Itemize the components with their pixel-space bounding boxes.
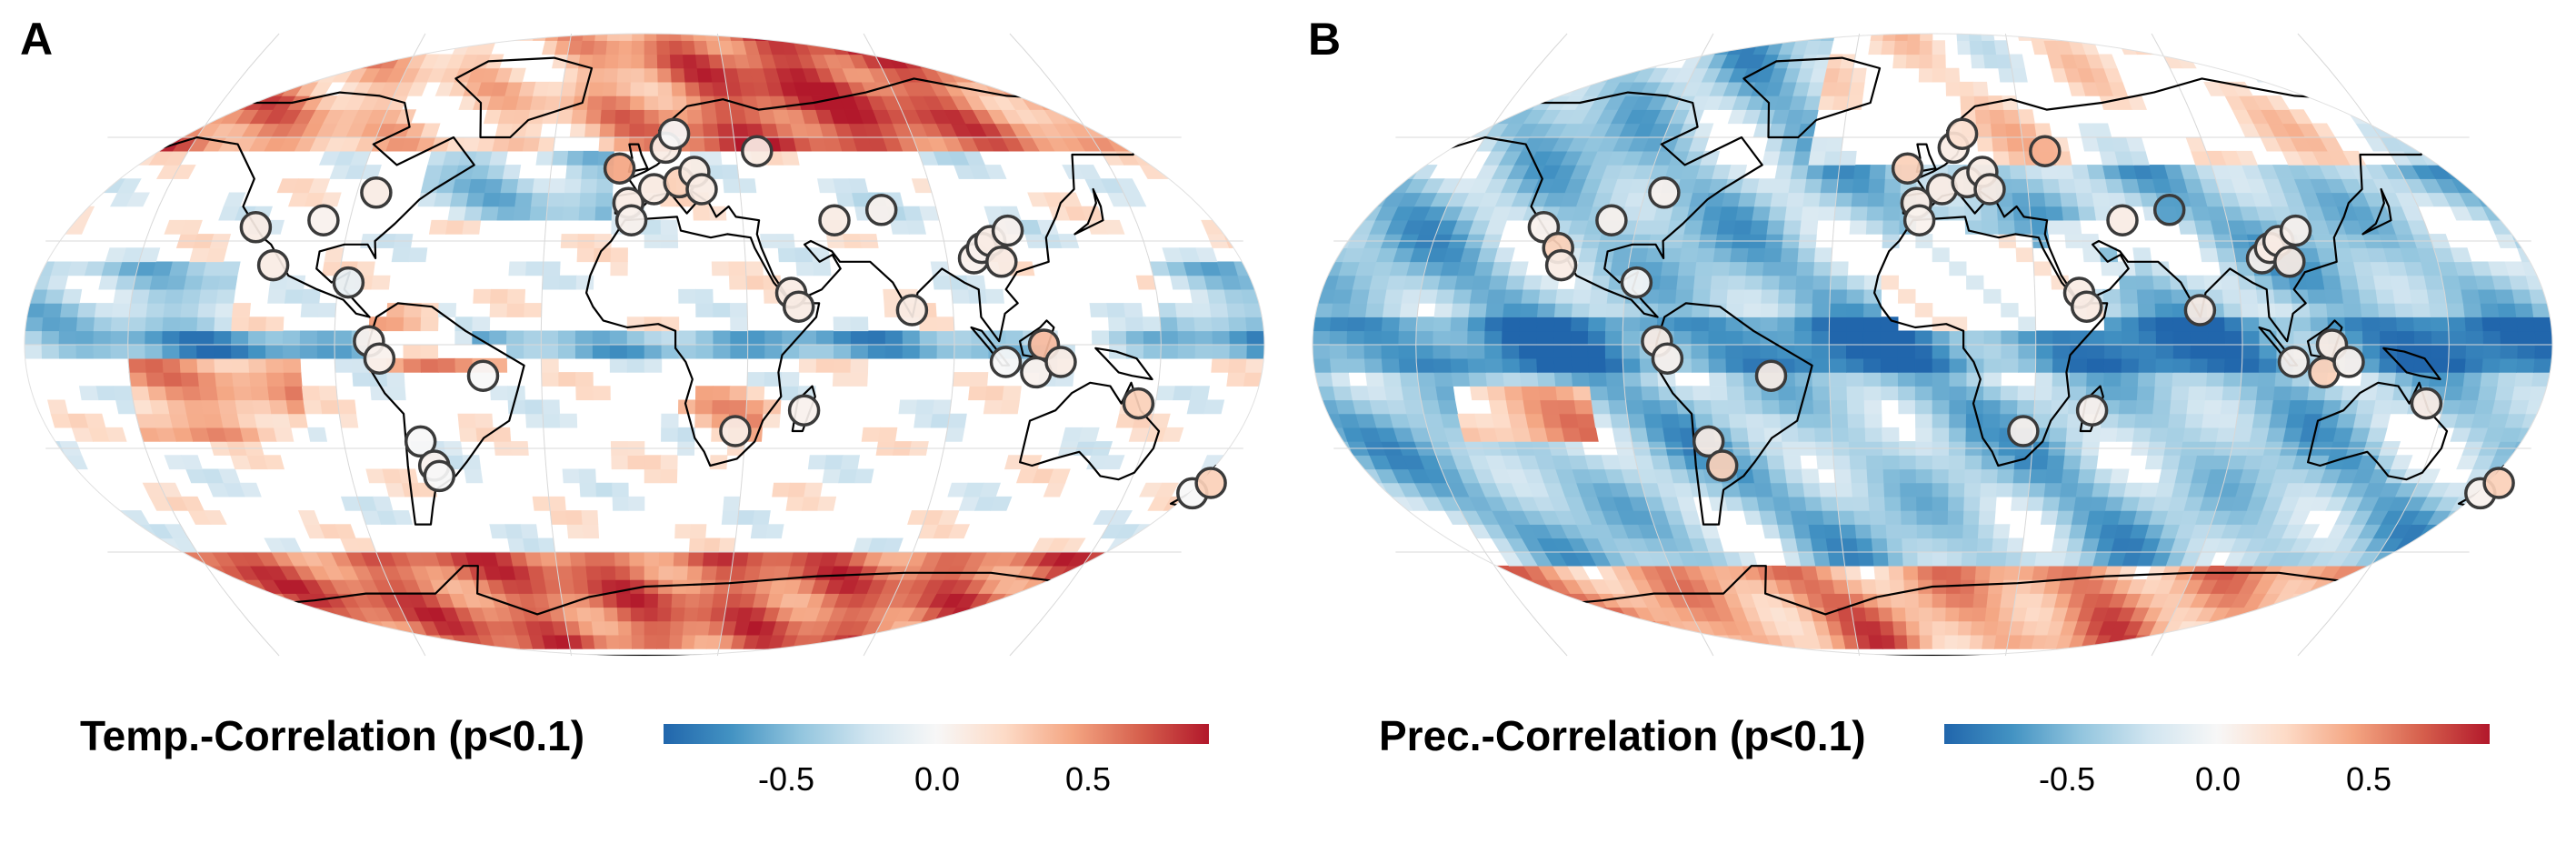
site-marker: [685, 173, 718, 206]
site-marker: [864, 194, 898, 226]
site-marker: [404, 425, 437, 458]
site-marker: [2183, 294, 2217, 327]
correlation-map: [1312, 33, 2553, 657]
site-marker: [782, 290, 815, 323]
colorbar-tick-label: -0.5: [2038, 760, 2096, 798]
site-marker: [1705, 449, 1739, 482]
site-marker: [360, 176, 393, 209]
site-marker: [2075, 394, 2109, 427]
colorbar-tick: [2217, 744, 2220, 751]
site-marker: [1544, 248, 1578, 282]
site-marker: [2152, 194, 2186, 226]
site-marker: [256, 248, 290, 282]
coastline-borneo: [1018, 319, 1055, 360]
site-marker: [2482, 467, 2515, 499]
graticule: [25, 33, 1264, 657]
coastline-africa: [584, 216, 821, 467]
coastline-greenland: [454, 56, 594, 139]
site-marker: [239, 211, 273, 244]
coastline-australia: [1018, 381, 1161, 481]
coastline-southAmerica: [1652, 302, 1813, 526]
colorbar-tick: [2368, 744, 2371, 751]
coastline-africa: [1872, 216, 2109, 467]
colorbar-title: Temp.-Correlation (p<0.1): [80, 712, 585, 759]
site-marker: [363, 342, 396, 375]
site-marker: [466, 359, 500, 392]
correlation-map: [24, 33, 1265, 657]
colorbar-tick: [1087, 744, 1090, 751]
site-marker: [2410, 387, 2443, 420]
sites: [1527, 117, 2515, 510]
site-marker: [307, 204, 340, 236]
site-marker: [1044, 346, 1077, 378]
site-marker: [657, 117, 691, 150]
site-marker: [1945, 117, 1979, 150]
panel-letter: B: [1308, 14, 1342, 65]
coastline-greenland: [1742, 56, 1882, 139]
site-marker: [895, 294, 929, 327]
site-marker: [787, 394, 821, 427]
site-marker: [614, 204, 648, 236]
site-marker: [989, 346, 1023, 378]
site-marker: [603, 152, 636, 185]
site-marker: [332, 266, 365, 299]
colorbar-tick-label: -0.5: [757, 760, 815, 798]
colorbar-tick-label: 0.5: [2345, 760, 2392, 798]
site-marker: [1754, 359, 1788, 392]
coastline-britain: [627, 143, 649, 174]
panel-letter: A: [20, 14, 54, 65]
site-marker: [719, 415, 752, 447]
colorbar: [1944, 724, 2490, 744]
site-marker: [741, 135, 774, 167]
site-marker: [2273, 246, 2306, 278]
coastline-eurasia: [614, 77, 1166, 343]
colorbar-title: Prec.-Correlation (p<0.1): [1379, 712, 1866, 759]
colorbar-tick-label: 0.0: [914, 760, 961, 798]
site-marker: [1595, 204, 1628, 236]
coastline-newGuinea: [2382, 347, 2441, 381]
site-marker: [2277, 346, 2311, 378]
site-marker: [991, 214, 1024, 247]
coastline-japan: [1073, 187, 1104, 236]
site-marker: [2007, 415, 2040, 447]
site-marker: [818, 204, 851, 236]
site-marker: [1651, 342, 1684, 375]
colorbar-tick-label: 0.5: [1064, 760, 1112, 798]
coastline-japan: [2361, 187, 2392, 236]
site-marker: [423, 459, 456, 493]
sites: [239, 117, 1227, 510]
correlation-field: [25, 34, 1264, 649]
site-marker: [2332, 346, 2365, 378]
site-marker: [1891, 152, 1924, 185]
coastline-australia: [2306, 381, 2449, 481]
colorbar-tick: [785, 744, 788, 751]
site-marker: [1648, 176, 1681, 209]
site-marker: [1692, 425, 1725, 458]
coastline-britain: [1915, 143, 1937, 174]
coastline-borneo: [2306, 319, 2343, 360]
site-marker: [1973, 173, 2006, 206]
site-marker: [2106, 204, 2139, 236]
colorbar-tick: [936, 744, 939, 751]
panel-b: B Prec.-Correlation (p<0.1) -0.5 0.0 0.5: [1288, 0, 2576, 854]
correlation-field: [1313, 34, 2552, 649]
colorbar: [664, 724, 1209, 744]
site-marker: [985, 246, 1018, 278]
coastline-newGuinea: [1094, 347, 1153, 381]
site-marker: [1122, 387, 1155, 420]
colorbar-tick: [2066, 744, 2069, 751]
site-marker: [2070, 290, 2103, 323]
colorbar-tick-label: 0.0: [2194, 760, 2242, 798]
site-marker: [2029, 135, 2062, 167]
site-marker: [2279, 214, 2312, 247]
panel-a: A Temp.-Correlation (p<0.1) -0.5 0.0 0.5: [20, 14, 1265, 798]
site-marker: [1194, 467, 1227, 499]
coastline-eurasia: [1902, 77, 2454, 343]
site-marker: [1902, 204, 1936, 236]
site-marker: [1620, 266, 1653, 299]
